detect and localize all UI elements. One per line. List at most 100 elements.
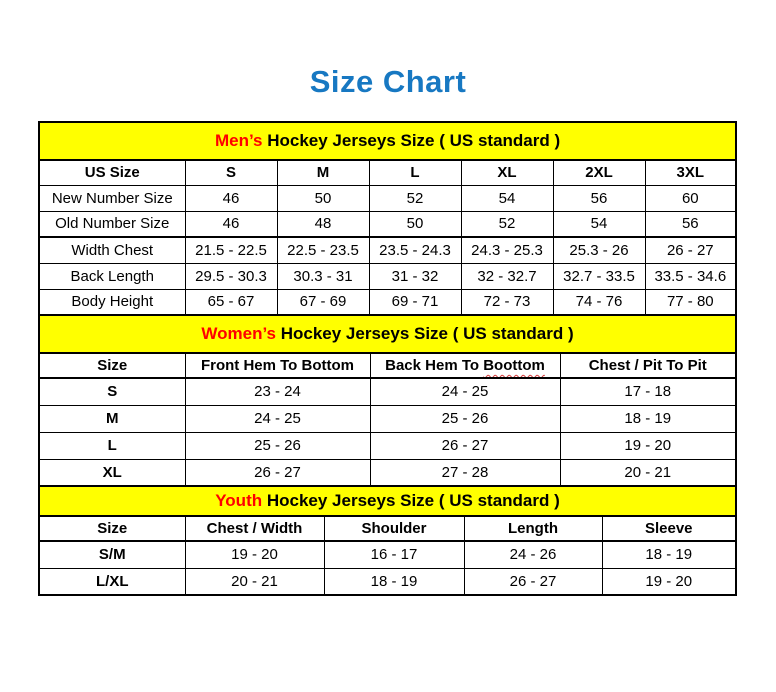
row-label: Body Height [38, 288, 186, 316]
size-value-cell: 24 - 25 [369, 377, 561, 406]
size-value-cell: 26 - 27 [184, 458, 371, 487]
size-value-cell: 32.7 - 33.5 [552, 262, 646, 290]
size-value-cell: 48 [276, 210, 370, 238]
column-header: Size [38, 352, 186, 379]
size-value-cell: 25 - 26 [369, 404, 561, 433]
size-value-cell: 65 - 67 [184, 288, 278, 316]
womens-banner-rest: Hockey Jerseys Size ( US standard ) [276, 324, 574, 343]
column-header: XL [460, 159, 554, 186]
size-value-cell: 24 - 25 [184, 404, 371, 433]
column-header: M [276, 159, 370, 186]
size-value-cell: 26 - 27 [644, 236, 737, 264]
table-row: Back Length 29.5 - 30.3 30.3 - 31 31 - 3… [38, 262, 737, 290]
size-value-cell: 20 - 21 [559, 458, 737, 487]
row-label: Old Number Size [38, 210, 186, 238]
row-label: S/M [38, 540, 186, 569]
column-header: US Size [38, 159, 186, 186]
size-value-cell: 54 [460, 184, 554, 212]
size-value-cell: 25 - 26 [184, 431, 371, 460]
size-value-cell: 56 [644, 210, 737, 238]
size-value-cell: 19 - 20 [601, 567, 737, 596]
womens-section-banner: Women’s Hockey Jerseys Size ( US standar… [37, 314, 738, 354]
table-row: S 23 - 24 24 - 25 17 - 18 [38, 377, 737, 406]
size-value-cell: 26 - 27 [463, 567, 603, 596]
row-label: L/XL [38, 567, 186, 596]
size-value-cell: 26 - 27 [369, 431, 561, 460]
row-label: New Number Size [38, 184, 186, 212]
womens-size-table: Women’s Hockey Jerseys Size ( US standar… [37, 314, 738, 487]
youth-banner-rest: Hockey Jerseys Size ( US standard ) [262, 491, 560, 510]
youth-banner-highlight: Youth [215, 491, 263, 510]
size-value-cell: 30.3 - 31 [276, 262, 370, 290]
back-hem-misspelled-word: Boottom [483, 357, 545, 374]
size-value-cell: 21.5 - 22.5 [184, 236, 278, 264]
size-value-cell: 17 - 18 [559, 377, 737, 406]
size-value-cell: 23 - 24 [184, 377, 371, 406]
youth-banner-text: Youth Hockey Jerseys Size ( US standard … [38, 485, 737, 517]
column-header: Sleeve [601, 515, 737, 542]
mens-header-row: US Size S M L XL 2XL 3XL [38, 159, 737, 186]
size-value-cell: 31 - 32 [368, 262, 462, 290]
size-value-cell: 32 - 32.7 [460, 262, 554, 290]
table-row: New Number Size 46 50 52 54 56 60 [38, 184, 737, 212]
size-value-cell: 46 [184, 210, 278, 238]
youth-size-table: Youth Hockey Jerseys Size ( US standard … [38, 485, 737, 596]
column-header: Length [463, 515, 603, 542]
size-value-cell: 77 - 80 [644, 288, 737, 316]
mens-banner-rest: Hockey Jerseys Size ( US standard ) [262, 131, 561, 150]
row-label: S [38, 377, 186, 406]
size-value-cell: 69 - 71 [368, 288, 462, 316]
mens-banner-highlight: Men’s [214, 131, 263, 150]
youth-header-row: Size Chest / Width Shoulder Length Sleev… [38, 515, 737, 542]
womens-header-row: Size Front Hem To Bottom Back Hem To Boo… [38, 352, 737, 379]
size-value-cell: 46 [184, 184, 278, 212]
size-value-cell: 74 - 76 [552, 288, 646, 316]
size-value-cell: 23.5 - 24.3 [368, 236, 462, 264]
table-row: S/M 19 - 20 16 - 17 24 - 26 18 - 19 [38, 540, 737, 569]
size-value-cell: 50 [276, 184, 370, 212]
table-row: Body Height 65 - 67 67 - 69 69 - 71 72 -… [38, 288, 737, 316]
size-value-cell: 18 - 19 [323, 567, 465, 596]
column-header: Shoulder [323, 515, 465, 542]
size-value-cell: 50 [368, 210, 462, 238]
size-value-cell: 24 - 26 [463, 540, 603, 569]
womens-banner-highlight: Women’s [201, 324, 276, 343]
size-value-cell: 25.3 - 26 [552, 236, 646, 264]
row-label: L [38, 431, 186, 460]
size-value-cell: 18 - 19 [601, 540, 737, 569]
size-value-cell: 60 [644, 184, 737, 212]
column-header: S [184, 159, 278, 186]
column-header: Size [38, 515, 186, 542]
womens-banner-text: Women’s Hockey Jerseys Size ( US standar… [37, 314, 738, 354]
column-header: 3XL [644, 159, 737, 186]
column-header: 2XL [552, 159, 646, 186]
size-value-cell: 18 - 19 [559, 404, 737, 433]
mens-size-table: Men’s Hockey Jerseys Size ( US standard … [37, 121, 738, 316]
table-row: M 24 - 25 25 - 26 18 - 19 [38, 404, 737, 433]
size-value-cell: 16 - 17 [323, 540, 465, 569]
size-value-cell: 72 - 73 [460, 288, 554, 316]
size-value-cell: 52 [460, 210, 554, 238]
size-value-cell: 27 - 28 [369, 458, 561, 487]
column-header: Chest / Pit To Pit [559, 352, 737, 379]
table-row: L 25 - 26 26 - 27 19 - 20 [38, 431, 737, 460]
page-title: Size Chart [309, 64, 467, 99]
size-value-cell: 29.5 - 30.3 [184, 262, 278, 290]
size-value-cell: 22.5 - 23.5 [276, 236, 370, 264]
table-row: Width Chest 21.5 - 22.5 22.5 - 23.5 23.5… [38, 236, 737, 264]
mens-section-banner: Men’s Hockey Jerseys Size ( US standard … [37, 121, 738, 161]
row-label: Back Length [38, 262, 186, 290]
row-label: XL [38, 458, 186, 487]
column-header-misspelled: Back Hem To Boottom [369, 352, 561, 379]
back-hem-prefix: Back Hem To [385, 357, 484, 374]
row-label: Width Chest [38, 236, 186, 264]
size-value-cell: 67 - 69 [276, 288, 370, 316]
youth-section-banner: Youth Hockey Jerseys Size ( US standard … [38, 485, 737, 517]
size-value-cell: 33.5 - 34.6 [644, 262, 737, 290]
size-chart-tables: Men’s Hockey Jerseys Size ( US standard … [37, 121, 738, 596]
column-header: Front Hem To Bottom [184, 352, 371, 379]
size-value-cell: 52 [368, 184, 462, 212]
row-label: M [38, 404, 186, 433]
table-row: XL 26 - 27 27 - 28 20 - 21 [38, 458, 737, 487]
